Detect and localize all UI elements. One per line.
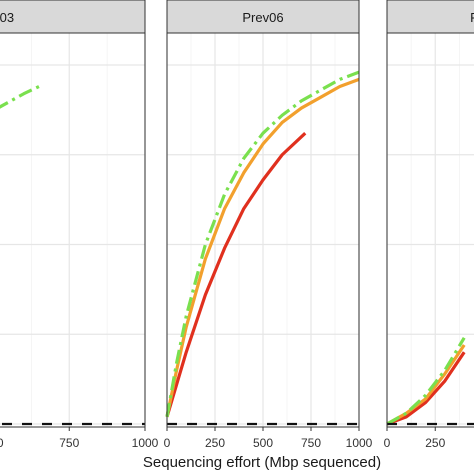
panel-title: Prev03 <box>0 10 14 25</box>
panel-border <box>386 32 474 428</box>
x-tick-label: 0 <box>384 436 391 450</box>
x-axis-title: Sequencing effort (Mbp sequenced) <box>143 454 381 471</box>
strip-background <box>0 0 146 34</box>
strip-background <box>166 0 360 34</box>
panel-prev06: Prev06 0 250 500 750 1000 <box>164 0 373 450</box>
series-line-green <box>0 85 40 109</box>
panel-prev03: Prev0302505007501000 <box>0 0 159 450</box>
series-line-red <box>165 132 307 418</box>
x-tick-label: 1000 <box>346 436 373 450</box>
x-tick-label: 500 <box>0 436 4 450</box>
series-line-red <box>386 351 466 426</box>
x-tick-label: 0 <box>164 436 171 450</box>
panel-title: Prev <box>470 10 474 25</box>
x-tick-label: 1000 <box>132 436 159 450</box>
x-tick-label: 500 <box>253 436 273 450</box>
series-line-orange <box>165 77 360 418</box>
x-tick-label: 750 <box>59 436 79 450</box>
panel-background <box>386 32 474 428</box>
series-line-green <box>386 337 466 426</box>
strip-background <box>386 0 474 34</box>
panel-background <box>0 32 146 428</box>
panel-title: Prev06 <box>242 10 283 25</box>
x-tick-label: 250 <box>205 436 225 450</box>
series-line-orange <box>386 344 466 426</box>
series-line-green <box>165 70 360 418</box>
x-tick-label: 250 <box>425 436 445 450</box>
x-tick-label: 750 <box>301 436 321 450</box>
panel-prev: Prev02505 <box>384 0 474 450</box>
panels-layer: Prev03 0 250 500 750 1000 Prev06 0 250 500 750 1000… <box>0 0 474 450</box>
panel-border <box>0 32 146 428</box>
